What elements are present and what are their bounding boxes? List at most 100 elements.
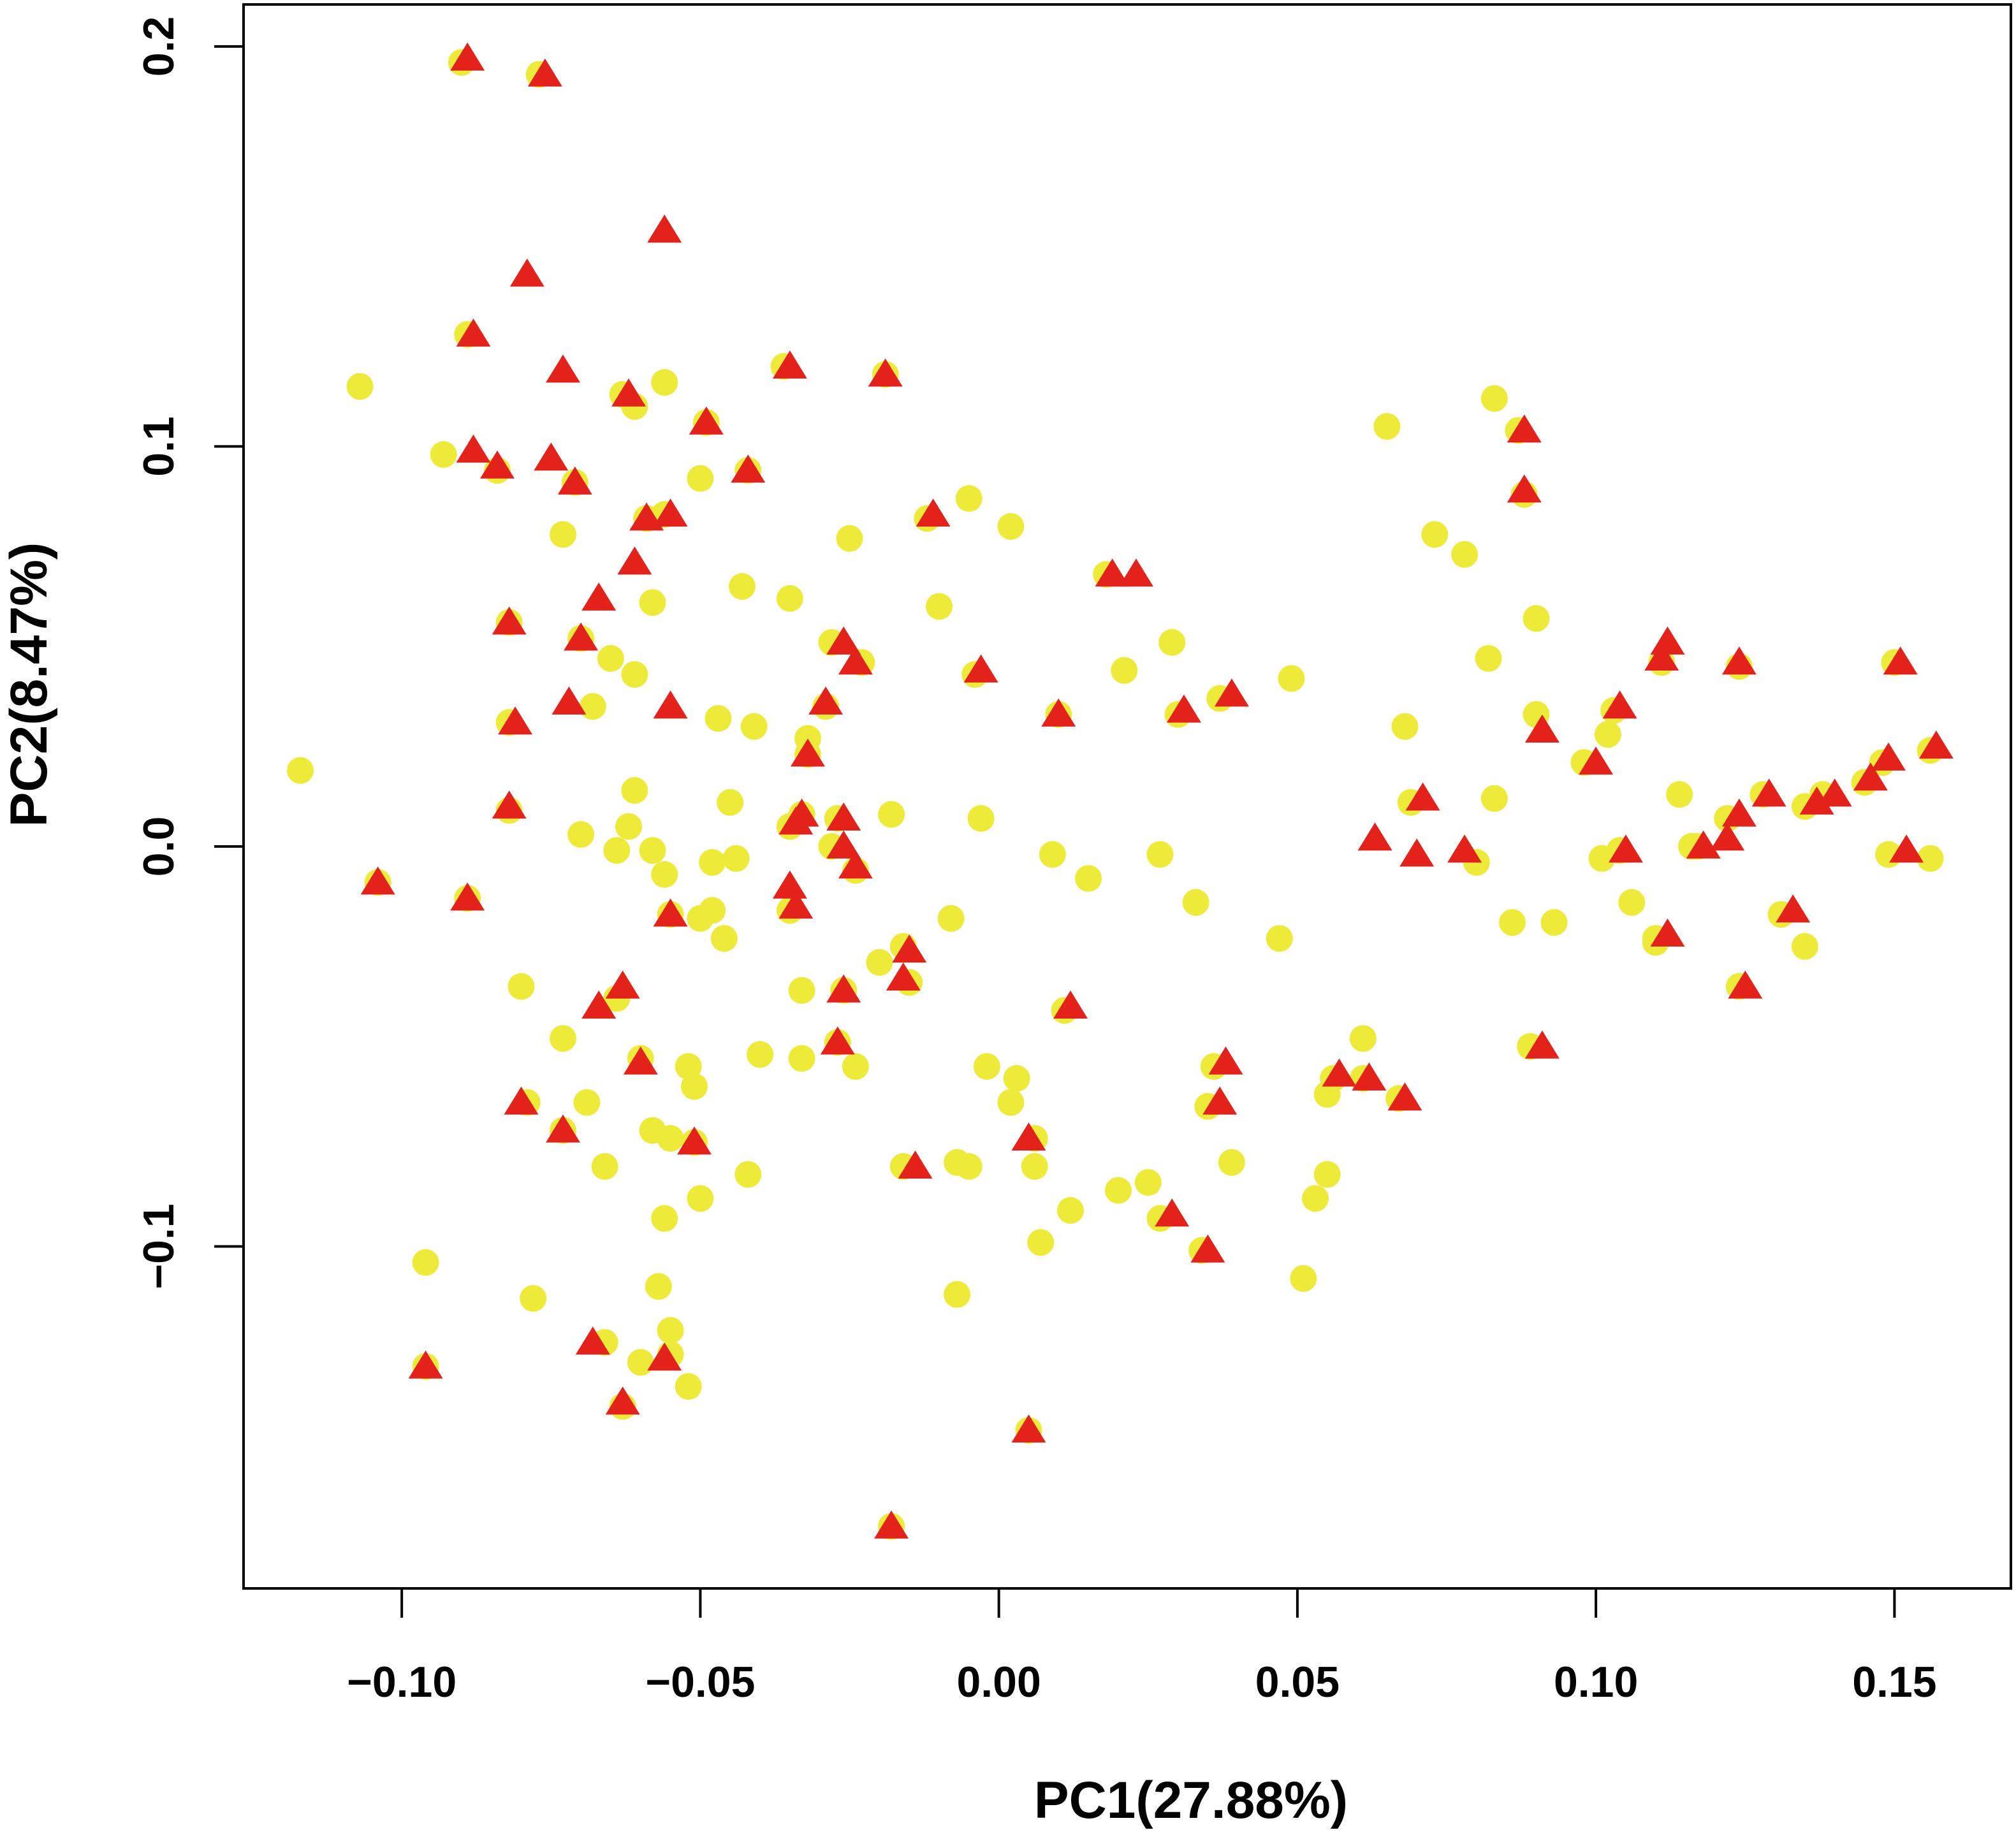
circle-point xyxy=(1475,645,1502,672)
circle-point xyxy=(776,584,803,612)
circle-point xyxy=(1278,665,1305,692)
circle-point xyxy=(621,777,648,804)
circle-point xyxy=(1039,841,1066,868)
y-axis-title: PC2(8.47%) xyxy=(0,542,58,827)
triangle-point xyxy=(772,350,807,379)
triangle-point xyxy=(898,1151,933,1179)
circle-point xyxy=(1218,1149,1245,1176)
triangle-point xyxy=(653,690,688,719)
triangle-point xyxy=(1918,730,1954,759)
circle-point xyxy=(1313,1161,1341,1188)
triangle-point xyxy=(581,991,617,1019)
circle-point xyxy=(1182,889,1209,916)
circle-point xyxy=(645,1273,672,1300)
triangle-point xyxy=(605,1386,640,1415)
points-layer xyxy=(287,42,1954,1540)
circle-point xyxy=(651,860,678,888)
triangle-point xyxy=(826,974,861,1003)
triangle-point xyxy=(1721,798,1757,827)
triangle-point xyxy=(826,802,861,831)
triangle-point xyxy=(1214,678,1249,707)
triangle-point xyxy=(689,406,724,435)
circle-point xyxy=(687,1185,714,1212)
triangle-point xyxy=(408,1350,443,1379)
circle-point xyxy=(710,925,738,952)
triangle-point xyxy=(1579,746,1614,775)
y-tick-label: 0.2 xyxy=(135,17,183,77)
triangle-point xyxy=(1889,834,1924,863)
circle-point xyxy=(1057,1197,1084,1224)
circle-point xyxy=(1105,1177,1132,1204)
circle-point xyxy=(747,1041,774,1068)
triangle-point xyxy=(1602,690,1637,719)
x-axis: −0.10 −0.05 0.00 0.05 0.10 0.15 xyxy=(347,1587,1937,1706)
triangle-point xyxy=(450,42,485,71)
triangle-point xyxy=(551,686,587,715)
circle-point xyxy=(997,512,1025,540)
triangle-point xyxy=(868,358,903,387)
circle-point xyxy=(687,465,714,492)
circle-point xyxy=(657,1317,684,1344)
circle-point xyxy=(287,757,314,784)
circle-point xyxy=(955,485,982,512)
triangle-point xyxy=(1041,698,1076,727)
series-triangle xyxy=(360,42,1954,1539)
triangle-point xyxy=(1751,778,1786,807)
circle-point xyxy=(1146,841,1174,868)
triangle-point xyxy=(820,1026,855,1055)
circle-point xyxy=(621,661,648,688)
triangle-point xyxy=(1507,474,1542,503)
circle-point xyxy=(639,837,666,864)
triangle-point xyxy=(1728,970,1763,999)
circle-point xyxy=(973,1053,1000,1080)
triangle-point xyxy=(1357,822,1392,851)
circle-point xyxy=(1158,628,1186,656)
circle-point xyxy=(955,1153,982,1180)
triangle-point xyxy=(1817,778,1852,807)
triangle-point xyxy=(498,706,533,735)
triangle-point xyxy=(1322,1058,1357,1087)
triangle-point xyxy=(963,654,998,683)
triangle-point xyxy=(456,318,491,347)
y-tick-label: 0.1 xyxy=(135,416,183,477)
triangle-point xyxy=(504,1086,539,1115)
x-tick-label: 0.05 xyxy=(1255,1658,1340,1706)
circle-point xyxy=(1480,785,1508,812)
circle-point xyxy=(1791,933,1818,960)
circle-point xyxy=(1021,1153,1048,1180)
circle-point xyxy=(1540,909,1568,936)
triangle-point xyxy=(647,214,682,243)
triangle-point xyxy=(581,582,617,611)
circle-point xyxy=(591,1153,618,1180)
circle-point xyxy=(651,1205,678,1232)
triangle-point xyxy=(1853,762,1888,791)
triangle-point xyxy=(731,454,766,483)
triangle-point xyxy=(1405,782,1440,811)
circle-point xyxy=(1266,925,1293,952)
triangle-point xyxy=(1644,643,1679,671)
circle-point xyxy=(1111,657,1138,684)
circle-point xyxy=(1302,1185,1329,1212)
triangle-point xyxy=(778,890,814,919)
triangle-point xyxy=(617,546,652,575)
circle-point xyxy=(627,1349,654,1376)
circle-point xyxy=(430,441,457,468)
circle-point xyxy=(705,705,732,732)
triangle-point xyxy=(1387,1082,1422,1111)
circle-point xyxy=(1451,541,1479,568)
triangle-point xyxy=(623,1046,658,1075)
circle-point xyxy=(597,645,624,672)
circle-point xyxy=(579,693,606,720)
circle-point xyxy=(699,897,726,924)
circle-point xyxy=(1290,1265,1317,1292)
triangle-point xyxy=(784,798,819,827)
triangle-point xyxy=(534,442,569,471)
triangle-point xyxy=(557,466,592,495)
x-tick-label: −0.05 xyxy=(645,1658,755,1706)
y-axis: −0.1 0.0 0.1 0.2 xyxy=(135,17,245,1289)
circle-point xyxy=(573,1089,601,1116)
circle-point xyxy=(1134,1169,1162,1196)
triangle-point xyxy=(492,606,527,635)
circle-point xyxy=(926,593,953,620)
